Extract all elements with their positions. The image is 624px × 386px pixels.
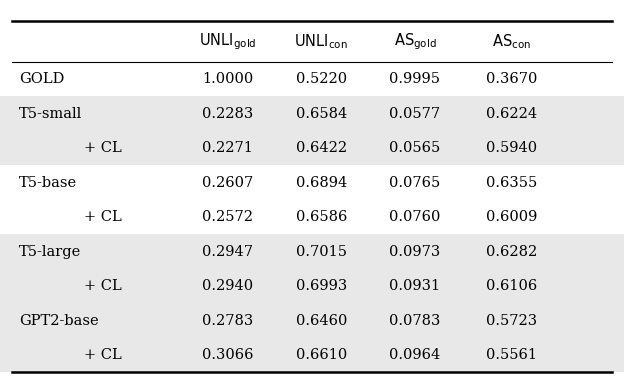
Text: 0.6224: 0.6224 — [486, 107, 537, 120]
Text: 0.0765: 0.0765 — [389, 176, 441, 190]
Text: 0.2271: 0.2271 — [202, 141, 253, 155]
Text: 0.2783: 0.2783 — [202, 314, 253, 328]
Text: 0.6993: 0.6993 — [296, 279, 347, 293]
Text: 0.5220: 0.5220 — [296, 72, 347, 86]
Text: 0.6610: 0.6610 — [296, 348, 347, 362]
Text: 0.0783: 0.0783 — [389, 314, 441, 328]
Text: 0.0973: 0.0973 — [389, 245, 441, 259]
Text: 0.7015: 0.7015 — [296, 245, 347, 259]
Text: 0.0760: 0.0760 — [389, 210, 441, 224]
Text: $\mathrm{UNLI}_{\mathrm{gold}}$: $\mathrm{UNLI}_{\mathrm{gold}}$ — [199, 31, 256, 52]
Text: + CL: + CL — [84, 210, 122, 224]
Text: 0.2283: 0.2283 — [202, 107, 253, 120]
Text: $\mathrm{AS}_{\mathrm{gold}}$: $\mathrm{AS}_{\mathrm{gold}}$ — [394, 31, 436, 52]
Text: 0.5561: 0.5561 — [486, 348, 537, 362]
Text: T5-small: T5-small — [19, 107, 82, 120]
Text: 0.5723: 0.5723 — [486, 314, 537, 328]
Text: 0.3670: 0.3670 — [486, 72, 537, 86]
Text: + CL: + CL — [84, 141, 122, 155]
Text: 0.3066: 0.3066 — [202, 348, 253, 362]
Text: 0.6894: 0.6894 — [296, 176, 347, 190]
Text: 0.6586: 0.6586 — [296, 210, 347, 224]
Text: 0.0565: 0.0565 — [389, 141, 441, 155]
Text: 0.6106: 0.6106 — [486, 279, 537, 293]
Text: $\mathrm{AS}_{\mathrm{con}}$: $\mathrm{AS}_{\mathrm{con}}$ — [492, 32, 531, 51]
Text: 0.6009: 0.6009 — [486, 210, 537, 224]
Bar — [0, 303, 624, 372]
Text: + CL: + CL — [84, 279, 122, 293]
Text: 0.0964: 0.0964 — [389, 348, 441, 362]
Text: + CL: + CL — [84, 348, 122, 362]
Text: $\mathrm{UNLI}_{\mathrm{con}}$: $\mathrm{UNLI}_{\mathrm{con}}$ — [295, 32, 348, 51]
Text: 0.6355: 0.6355 — [486, 176, 537, 190]
Text: 0.6422: 0.6422 — [296, 141, 347, 155]
Text: GPT2-base: GPT2-base — [19, 314, 99, 328]
Bar — [0, 96, 624, 165]
Text: 0.2607: 0.2607 — [202, 176, 253, 190]
Text: 1.0000: 1.0000 — [202, 72, 253, 86]
Text: 0.9995: 0.9995 — [389, 72, 441, 86]
Text: 0.6584: 0.6584 — [296, 107, 347, 120]
Text: GOLD: GOLD — [19, 72, 64, 86]
Text: 0.2572: 0.2572 — [202, 210, 253, 224]
Text: 0.6282: 0.6282 — [486, 245, 537, 259]
Text: 0.2940: 0.2940 — [202, 279, 253, 293]
Text: 0.5940: 0.5940 — [486, 141, 537, 155]
Text: T5-large: T5-large — [19, 245, 81, 259]
Text: 0.0931: 0.0931 — [389, 279, 441, 293]
Text: T5-base: T5-base — [19, 176, 77, 190]
Text: 0.2947: 0.2947 — [202, 245, 253, 259]
Text: 0.6460: 0.6460 — [296, 314, 347, 328]
Bar — [0, 234, 624, 303]
Text: 0.0577: 0.0577 — [389, 107, 441, 120]
